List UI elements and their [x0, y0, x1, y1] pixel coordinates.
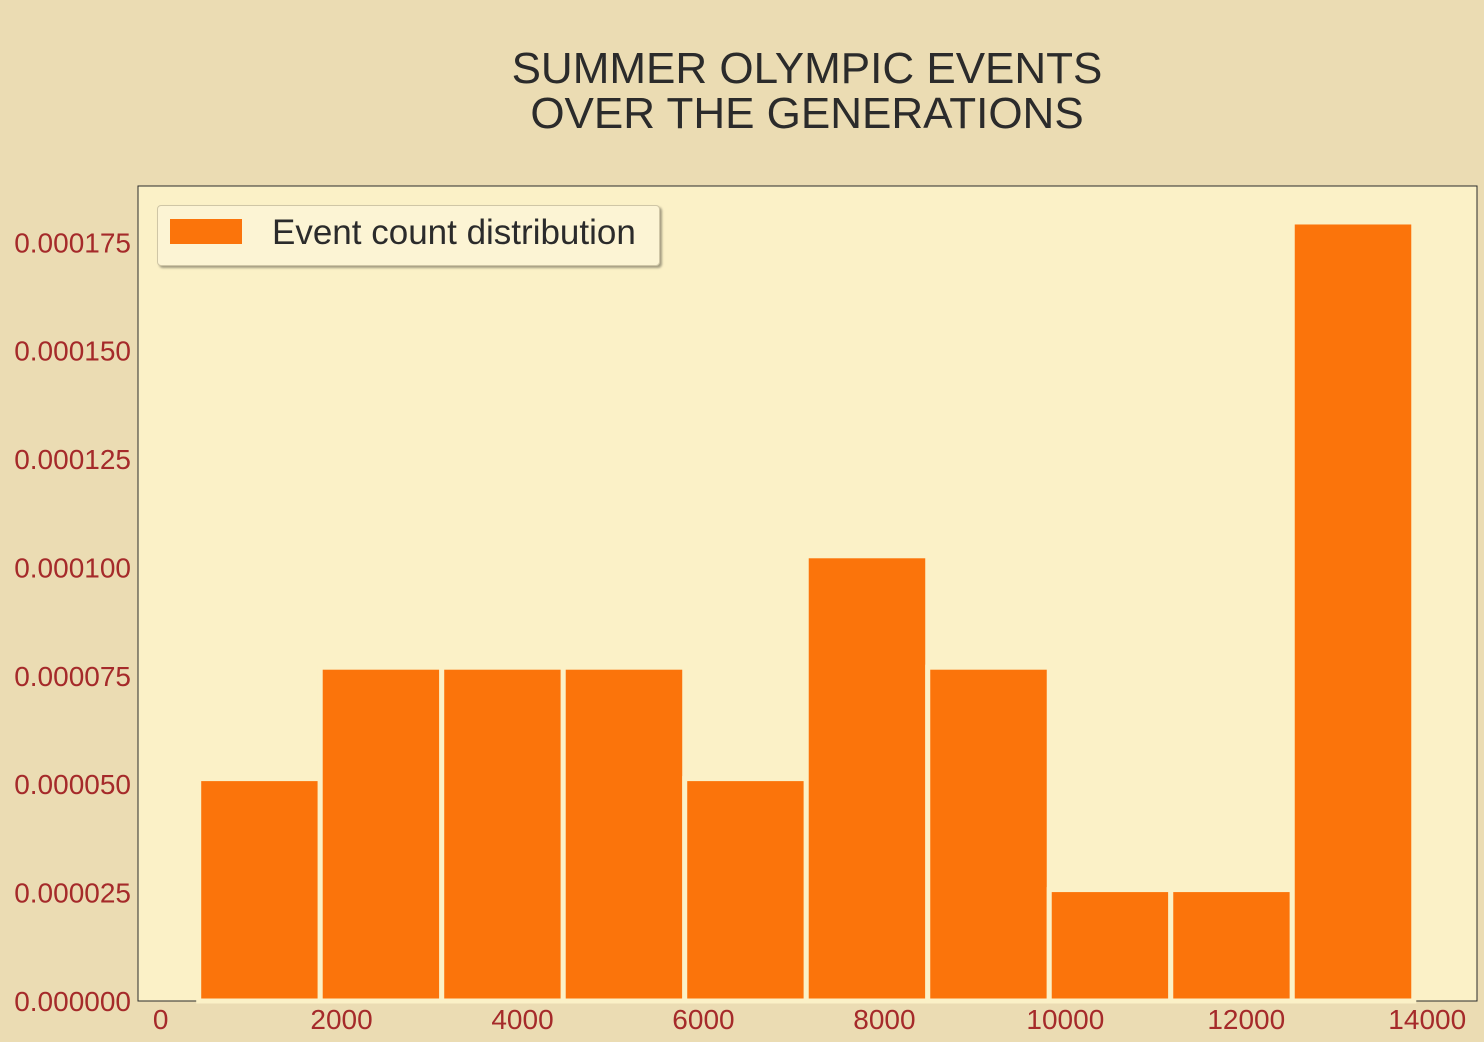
y-tick-label: 0.000075	[14, 661, 131, 692]
x-tick-label: 4000	[491, 1004, 553, 1035]
y-tick-label: 0.000025	[14, 878, 131, 909]
y-axis-ticks: 0.000000 0.000025 0.000050 0.000075 0.000100…	[14, 227, 131, 1017]
y-tick-label: 0.000175	[14, 227, 131, 258]
x-tick-label: 0	[153, 1004, 169, 1035]
legend-swatch	[170, 219, 242, 244]
histogram-bar-10	[1289, 219, 1417, 1004]
histogram-bar-3	[439, 664, 566, 1004]
x-tick-label: 8000	[853, 1004, 915, 1035]
y-tick-label: 0.000100	[14, 552, 131, 583]
histogram-bar-1	[196, 776, 323, 1004]
bars-layer	[196, 219, 1417, 1004]
y-tick-label: 0.000050	[14, 769, 131, 800]
histogram-bar-4	[560, 664, 688, 1004]
x-tick-label: 6000	[672, 1004, 734, 1035]
x-tick-label: 14000	[1388, 1004, 1466, 1035]
histogram-bar-7	[925, 664, 1052, 1004]
histogram-bar-2	[317, 664, 445, 1004]
histogram-bar-6	[803, 553, 931, 1004]
histogram-bar-8	[1046, 887, 1174, 1004]
x-axis-ticks: 0 2000 4000 6000 8000 10000 12000 14000	[153, 1004, 1466, 1035]
y-tick-label: 0.000125	[14, 444, 131, 475]
histogram-bar-5	[682, 776, 809, 1004]
y-tick-label: 0.000000	[14, 986, 131, 1017]
chart-title: SUMMER OLYMPIC EVENTS OVER THE GENERATIO…	[511, 44, 1103, 138]
x-tick-label: 2000	[310, 1004, 372, 1035]
x-tick-label: 12000	[1207, 1004, 1285, 1035]
y-tick-label: 0.000150	[14, 336, 131, 367]
histogram-bar-9	[1168, 887, 1295, 1004]
x-tick-label: 10000	[1026, 1004, 1104, 1035]
legend-label: Event count distribution	[272, 213, 636, 252]
legend: Event count distribution	[157, 205, 660, 266]
